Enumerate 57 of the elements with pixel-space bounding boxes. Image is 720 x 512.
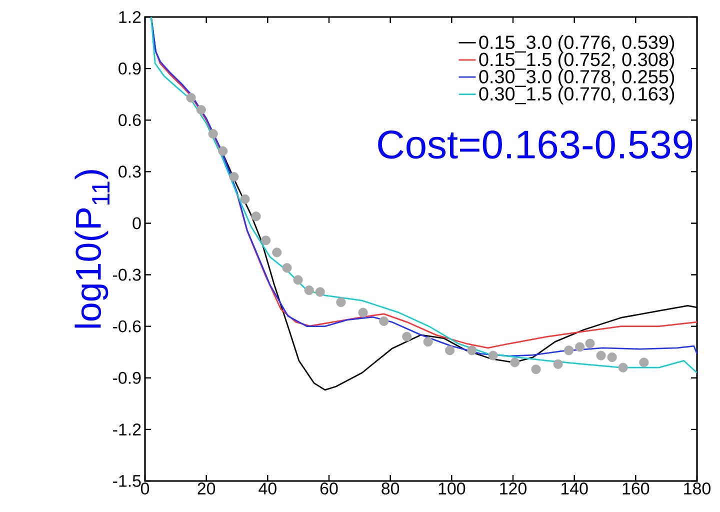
x-tick-label: 140 (562, 482, 588, 495)
point (553, 359, 563, 369)
legend-label: 0.30_3.0 (0.778, 0.255) (479, 69, 674, 88)
point (575, 342, 585, 352)
x-tick-label: 100 (438, 482, 466, 495)
point (272, 248, 282, 258)
point (445, 346, 455, 356)
y-tick-label: 0.6 (118, 114, 141, 126)
point (596, 350, 606, 360)
x-tick-label: 20 (198, 482, 216, 495)
point (358, 308, 368, 318)
point (293, 275, 303, 285)
point (315, 287, 325, 297)
point (510, 358, 520, 368)
y-tick-label: 0.9 (118, 62, 141, 75)
point (196, 104, 206, 115)
point (282, 263, 292, 273)
point (336, 297, 346, 308)
y-tick-label: -0.9 (113, 372, 141, 384)
point (186, 92, 196, 103)
point (618, 362, 628, 372)
y-tick-label: -1.2 (113, 424, 141, 436)
legend-label: 0.15_1.5 (0.752, 0.308) (479, 52, 674, 70)
y-tick-label: -0.3 (113, 268, 141, 281)
point (467, 346, 477, 356)
x-tick-label: 0 (140, 482, 150, 495)
legend-label: 0.15_3.0 (0.776, 0.539) (479, 35, 674, 53)
y-tick-label: -1.5 (113, 475, 141, 487)
point (488, 350, 498, 360)
point (423, 337, 433, 347)
point (304, 285, 314, 296)
point (240, 194, 250, 204)
y-tick-label: 0.3 (118, 166, 141, 178)
point (218, 146, 228, 156)
point (229, 172, 239, 182)
annotation: Cost=0.163-0.539 (378, 130, 692, 159)
y-axis-title: log10(P$_{11}$) (74, 170, 110, 328)
x-tick-label: 160 (622, 482, 650, 495)
x-tick-label: 180 (684, 482, 710, 495)
x-tick-label: 80 (382, 482, 400, 495)
y-tick-label: 0 (132, 217, 141, 230)
point (208, 129, 218, 139)
point (607, 352, 617, 362)
point (379, 316, 389, 326)
legend-label: 0.30_1.5 (0.770, 0.163) (479, 86, 674, 104)
x-tick-label: 120 (500, 482, 526, 495)
x-tick-label: 60 (320, 482, 338, 495)
point (531, 364, 541, 374)
point (585, 338, 595, 348)
point (261, 236, 271, 246)
point (639, 358, 649, 368)
x-tick-label: 40 (258, 482, 276, 495)
point (402, 332, 412, 342)
y-tick-label: -0.6 (113, 320, 141, 332)
point (251, 212, 261, 222)
point (564, 346, 574, 356)
y-tick-label: 1.2 (119, 11, 141, 23)
